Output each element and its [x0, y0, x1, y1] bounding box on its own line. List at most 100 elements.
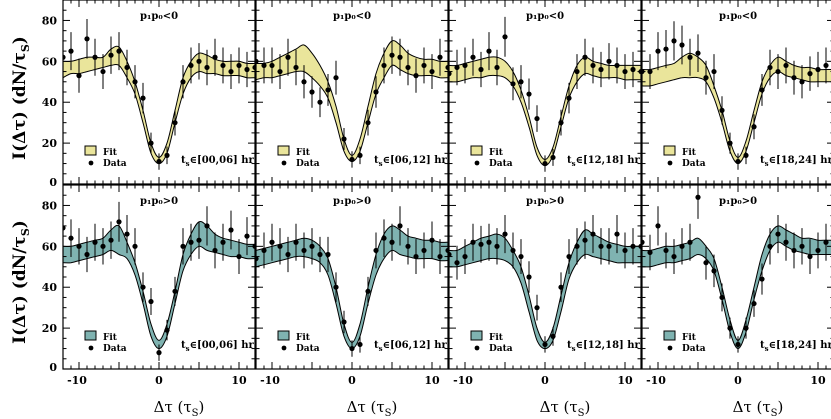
data-point	[180, 65, 186, 99]
fit-band	[642, 225, 831, 349]
ylabel-top-sub: S	[19, 44, 32, 52]
data-point	[807, 56, 813, 91]
data-point	[204, 49, 210, 86]
data-point	[140, 272, 146, 303]
data-point	[526, 261, 532, 293]
data-point	[84, 19, 90, 59]
data-point	[815, 232, 821, 269]
data-point	[365, 109, 371, 136]
data-point	[212, 232, 218, 269]
x-tick-label: 10	[231, 374, 247, 387]
data-point	[550, 148, 556, 166]
data-point	[687, 38, 693, 76]
data-point	[301, 232, 307, 269]
y-tick-label: 40	[42, 96, 58, 109]
data-point	[783, 223, 789, 261]
data-point	[365, 276, 371, 306]
data-point	[373, 232, 379, 269]
legend-data-marker	[88, 160, 94, 166]
data-point	[261, 232, 267, 269]
data-point	[695, 185, 701, 219]
data-point	[164, 146, 170, 165]
data-point	[124, 49, 130, 86]
data-point	[783, 47, 789, 84]
svg-text:I(Δτ) (dN/τS): I(Δτ) (dN/τS)	[10, 36, 32, 160]
y-tick-label: 80	[42, 199, 58, 212]
data-point	[92, 223, 98, 261]
data-point	[598, 228, 604, 265]
data-point	[655, 206, 661, 246]
ylabel-top-close: )	[10, 36, 30, 44]
data-point	[614, 47, 620, 84]
data-point	[542, 155, 548, 172]
data-point	[236, 47, 242, 84]
data-point	[727, 317, 733, 339]
legend-fit-label: Fit	[103, 148, 118, 158]
legend-data-label: Data	[489, 344, 513, 354]
x-tick-label: 10	[617, 374, 633, 387]
data-point	[679, 228, 685, 265]
data-point	[606, 43, 612, 80]
data-point	[389, 223, 395, 261]
data-point	[462, 239, 468, 274]
data-point	[462, 47, 468, 84]
x-tick-label: -10	[453, 374, 473, 387]
data-point	[68, 32, 74, 71]
data-point	[470, 223, 476, 261]
data-point	[751, 290, 757, 317]
data-point	[550, 326, 556, 346]
legend-fit-swatch	[663, 330, 676, 341]
legend-data-marker	[667, 160, 673, 166]
y-tick-label: 0	[49, 176, 57, 189]
x-axis-label: Δτ (τS)	[347, 398, 398, 419]
time-range-label: ts∈[12,18] hr	[567, 340, 641, 353]
ylabel-bottom-main: I(Δτ) (dN/τ	[10, 236, 30, 344]
data-point	[172, 109, 178, 136]
data-point	[309, 76, 315, 108]
legend-fit-swatch	[277, 145, 290, 156]
data-point	[647, 54, 653, 89]
data-point	[775, 214, 781, 254]
y-tick-label: 0	[49, 361, 57, 374]
data-point	[429, 221, 435, 259]
data-point	[212, 38, 218, 76]
fit-band	[256, 225, 448, 349]
data-point	[647, 234, 653, 271]
data-point	[642, 223, 645, 261]
data-point	[76, 58, 82, 93]
x-tick-label: 0	[541, 374, 549, 387]
data-point	[486, 223, 492, 261]
legend-fit-label: Fit	[489, 148, 504, 158]
data-point	[228, 54, 234, 89]
x-tick-label: -10	[260, 374, 280, 387]
data-point	[799, 65, 805, 99]
data-point	[558, 272, 564, 303]
legend-fit-label: Fit	[682, 333, 697, 343]
data-point	[486, 32, 492, 71]
data-point	[518, 239, 524, 274]
data-point	[703, 60, 709, 95]
x-axis-label: Δτ (τS)	[154, 398, 205, 419]
data-point	[791, 232, 797, 269]
data-point	[244, 51, 250, 88]
data-point	[140, 82, 146, 114]
data-point	[606, 228, 612, 265]
legend-fit-swatch	[470, 145, 483, 156]
data-point	[84, 236, 90, 273]
data-point	[220, 47, 226, 84]
data-point	[285, 236, 291, 273]
data-point	[454, 245, 460, 280]
data-point	[743, 146, 749, 165]
data-point	[470, 38, 476, 76]
legend-fit-swatch	[663, 145, 676, 156]
x-tick-label: -10	[67, 374, 87, 387]
data-point	[397, 206, 403, 246]
data-point	[590, 214, 596, 254]
data-point	[566, 82, 572, 114]
data-point	[799, 228, 805, 265]
data-point	[293, 49, 299, 86]
